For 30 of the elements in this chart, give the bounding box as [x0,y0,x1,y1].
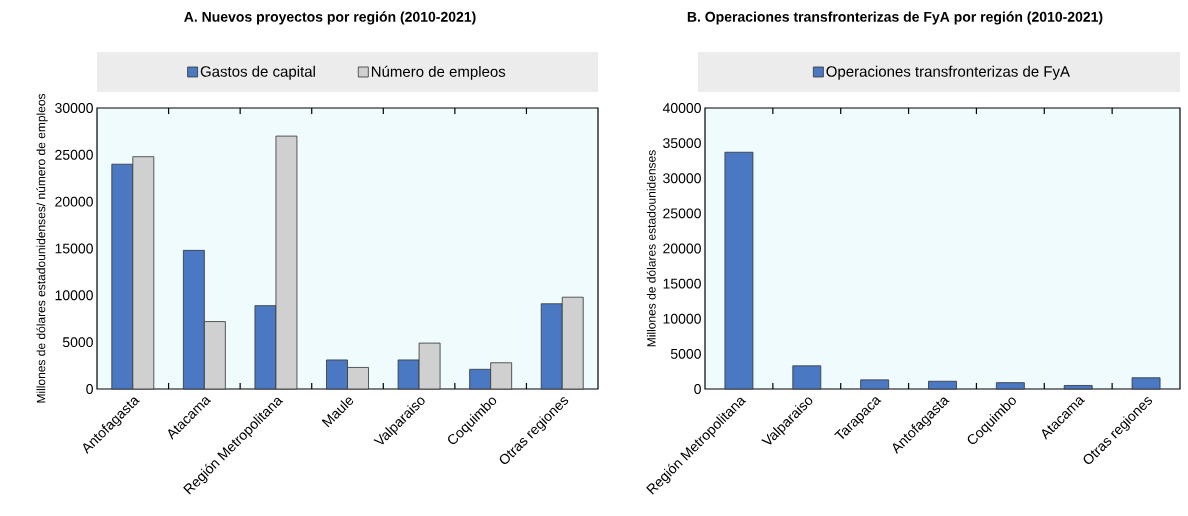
y-tick-label: 30000 [663,173,701,184]
bar [1063,385,1093,390]
y-tick-label: 5000 [62,337,93,348]
y-tick-label: 0 [694,384,701,394]
y-tick-label: 20000 [55,196,93,207]
y-axis-title: Millones de dólares estadounidenses/ número de empleos [36,93,48,403]
bar [995,382,1025,390]
y-tick-label: 10000 [55,290,93,301]
chart-title: B. Operaciones transfronterizas de FyA por región (2010-2021) [687,11,1103,25]
y-tick-label: 25000 [55,149,93,160]
y-tick-label: 15000 [663,278,701,289]
y-tick-label: 40000 [662,103,701,113]
y-tick-label: 20000 [663,243,701,254]
bar [792,365,822,390]
y-tick-label: 0 [86,384,93,394]
bar [860,379,890,390]
y-tick-label: 15000 [55,243,93,254]
legend-label: Operaciones transfronterizas de FyA [826,65,1070,80]
bar [928,380,957,390]
y-tick-label: 10000 [663,313,701,324]
legend-label: Número de empleos [371,65,506,80]
y-tick-label: 30000 [55,103,93,113]
y-tick-label: 35000 [663,138,701,149]
bar [724,151,754,390]
y-tick-label: 5000 [670,348,701,359]
y-tick-label: 25000 [663,208,701,219]
y-axis-title: Millones de dólares estadounidenses [646,150,656,347]
chart-title: A. Nuevos proyectos por región (2010-2021) [184,11,476,25]
legend-label: Gastos de capital [200,65,315,80]
bar [1131,377,1161,390]
